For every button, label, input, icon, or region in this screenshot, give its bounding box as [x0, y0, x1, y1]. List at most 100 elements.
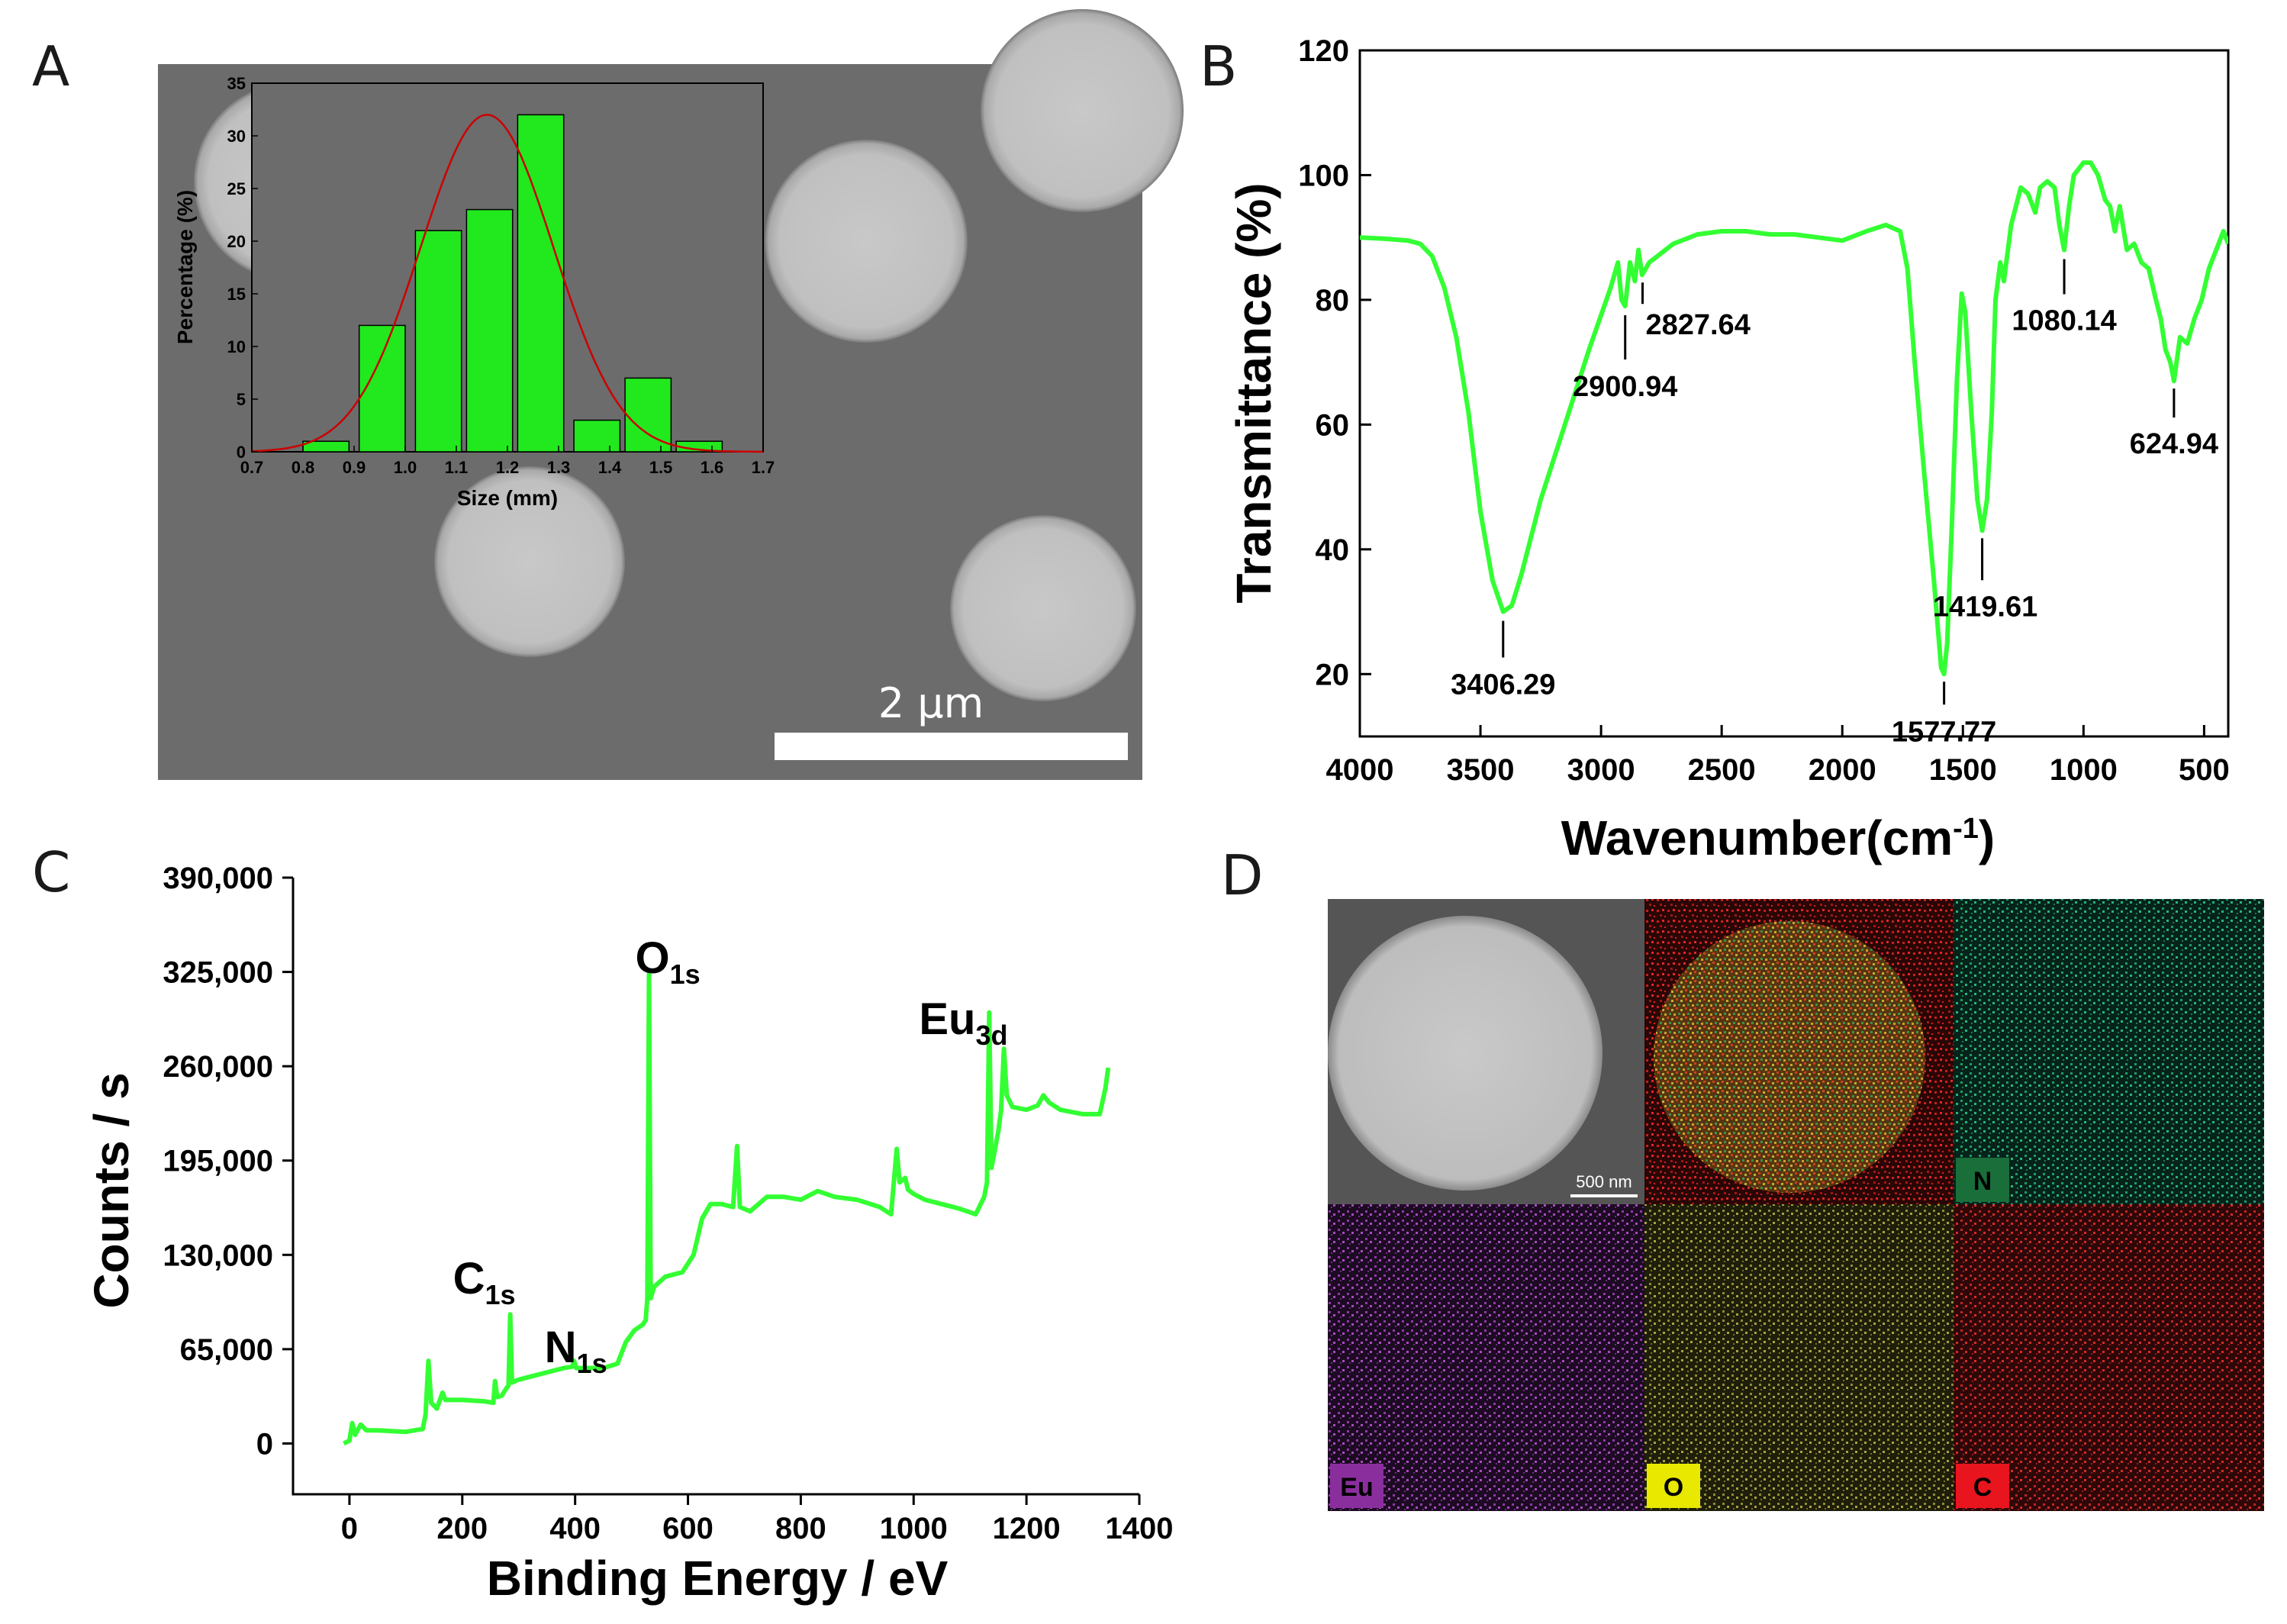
n-map-tag-box — [1956, 1158, 2009, 1202]
ftir-peak-label: 1419.61 — [1933, 591, 2037, 623]
ftir-y-tick-label: 60 — [1316, 408, 1350, 442]
xps-peak-label: C1s — [453, 1254, 516, 1310]
xps-spectrum-line — [343, 969, 1111, 1446]
inset-x-tick-label: 1.5 — [649, 458, 673, 477]
inset-y-tick-label: 10 — [227, 337, 246, 356]
histogram-bar — [517, 114, 565, 453]
ftir-x-tick-label: 3500 — [1447, 753, 1515, 787]
sem-sphere — [981, 9, 1184, 212]
o-map-tag: O — [1664, 1473, 1683, 1502]
tile-scale-bar — [1570, 1194, 1638, 1197]
inset-x-axis-label: Size (mm) — [457, 486, 558, 510]
ftir-y-tick-label: 40 — [1316, 533, 1350, 567]
ftir-x-axis-label: Wavenumber(cm-1) — [1561, 810, 1995, 865]
eu-map-tag-box — [1330, 1464, 1383, 1508]
xps-y-tick-label: 0 — [256, 1427, 273, 1461]
xps-x-tick-label: 600 — [662, 1512, 713, 1545]
sem-sphere — [765, 140, 968, 343]
scale-bar-label: 2 µm — [878, 679, 984, 727]
c-map-tag: C — [1973, 1473, 1992, 1502]
eu-map-tag: Eu — [1340, 1473, 1373, 1502]
ftir-y-tick-label: 80 — [1316, 284, 1350, 317]
ftir-x-tick-label: 1000 — [2050, 753, 2118, 787]
inset-x-tick-label: 0.8 — [292, 458, 315, 477]
xps-axes — [292, 878, 1139, 1496]
c-map-tag-box — [1956, 1464, 2009, 1508]
gaussian-fit-curve — [251, 114, 763, 453]
inset-y-tick-label: 35 — [227, 74, 246, 93]
inset-x-tick-label: 0.7 — [240, 458, 264, 477]
xps-x-tick-label: 0 — [341, 1512, 358, 1545]
ftir-peak-label: 2827.64 — [1645, 309, 1750, 341]
ftir-peak-label: 3406.29 — [1451, 669, 1555, 701]
c-map-tile — [1954, 1204, 2264, 1511]
n-map-tag: N — [1973, 1167, 1992, 1196]
xps-peak-label: N1s — [545, 1323, 607, 1379]
ftir-y-tick-label: 20 — [1316, 658, 1350, 691]
xps-x-tick-label: 400 — [549, 1512, 601, 1545]
inset-y-tick-label: 15 — [227, 285, 246, 304]
n-map-tile — [1954, 899, 2264, 1204]
inset-y-tick-label: 0 — [237, 443, 246, 462]
panel-label-b: B — [1200, 34, 1237, 98]
histogram-bar — [624, 377, 672, 453]
ftir-x-tick-label: 4000 — [1326, 753, 1394, 787]
sem-tile-sphere — [1328, 916, 1603, 1191]
inset-y-tick-label: 25 — [227, 179, 246, 198]
inset-x-tick-label: 1.1 — [445, 458, 469, 477]
histogram-bar — [358, 324, 406, 453]
xps-y-tick-label: 260,000 — [163, 1050, 273, 1084]
ftir-x-tick-label: 1500 — [1929, 753, 1997, 787]
inset-y-tick-label: 20 — [227, 232, 246, 251]
xps-x-axis-label: Binding Energy / eV — [487, 1551, 949, 1606]
sem-sphere — [434, 466, 625, 657]
sem-sphere — [950, 515, 1136, 701]
xps-peak-label: Eu3d — [919, 994, 1007, 1051]
ftir-x-tick-label: 3000 — [1567, 753, 1635, 787]
xps-x-tick-label: 800 — [775, 1512, 826, 1545]
overlay-map-sphere — [1654, 921, 1925, 1193]
eds-map-grid: 500 nm N Eu O C — [1328, 899, 2264, 1511]
inset-y-tick-label: 30 — [227, 127, 246, 146]
histogram-bar — [414, 230, 462, 453]
inset-x-tick-label: 1.0 — [394, 458, 417, 477]
xps-y-tick-label: 130,000 — [163, 1239, 273, 1272]
xps-y-tick-label: 325,000 — [163, 956, 273, 990]
o-map-tag-box — [1647, 1464, 1700, 1508]
inset-x-tick-label: 1.3 — [547, 458, 571, 477]
panel-label-d: D — [1221, 843, 1263, 907]
ftir-x-axis-label-close: ) — [1979, 810, 1995, 865]
xps-x-tick-label: 1400 — [1106, 1512, 1174, 1545]
ftir-peak-label: 624.94 — [2130, 428, 2218, 460]
inset-x-tick-label: 1.4 — [598, 458, 622, 477]
xps-x-tick-label: 1200 — [993, 1512, 1061, 1545]
ftir-plot-frame — [1358, 49, 2230, 738]
inset-x-tick-label: 1.2 — [496, 458, 520, 477]
histogram-bar — [465, 208, 514, 453]
tile-scale-bar-label: 500 nm — [1576, 1172, 1632, 1191]
inset-histogram: 0.7 0.8 0.9 1.0 1.1 1.2 1.3 1.4 1.5 1.6 1.7 0 5 10 15… — [173, 74, 775, 510]
ftir-peak-label: 1080.14 — [2012, 305, 2116, 337]
o-map-tile — [1644, 1204, 1954, 1511]
inset-x-tick-label: 1.6 — [701, 458, 724, 477]
ftir-x-tick-label: 2500 — [1688, 753, 1756, 787]
ftir-x-tick-label: 2000 — [1809, 753, 1876, 787]
xps-peak-label: O1s — [636, 933, 701, 990]
ftir-y-axis-label: Transmittance (%) — [1226, 182, 1281, 603]
eu-map-tile — [1328, 1204, 1644, 1511]
xps-x-tick-label: 200 — [436, 1512, 488, 1545]
scale-bar — [775, 733, 1128, 760]
histogram-bar — [573, 419, 621, 453]
ftir-y-tick-label: 120 — [1298, 34, 1349, 68]
xps-y-axis-label: Counts / s — [84, 1072, 139, 1308]
panel-label-a: A — [32, 34, 69, 98]
xps-y-tick-label: 195,000 — [163, 1145, 273, 1178]
inset-y-axis-label: Percentage (%) — [173, 190, 197, 344]
ftir-peak-label: 1577.77 — [1892, 716, 1996, 748]
ftir-x-tick-label: 500 — [2179, 753, 2230, 787]
ftir-x-axis-label-unit: (cm — [1866, 810, 1953, 865]
ftir-chart: 3406.29 2900.94 2827.64 1577.77 1419.61 1080.… — [1226, 34, 2230, 865]
xps-x-tick-label: 1000 — [880, 1512, 948, 1545]
